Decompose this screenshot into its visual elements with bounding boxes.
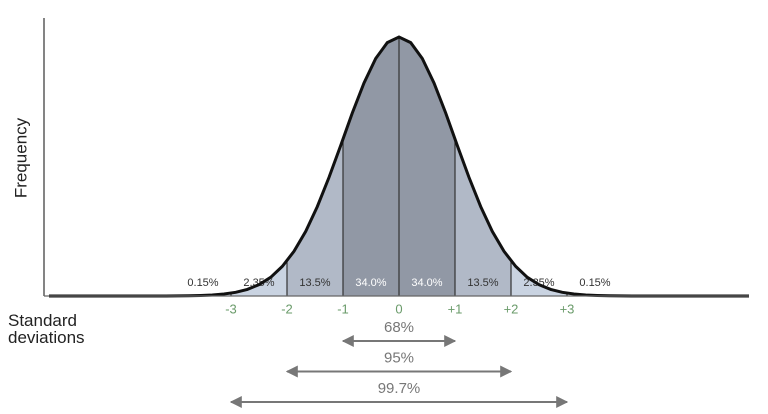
region bbox=[231, 260, 287, 296]
x-tick-label: -3 bbox=[225, 301, 237, 316]
x-tick-label: -2 bbox=[281, 301, 293, 316]
x-tick-label: +2 bbox=[504, 301, 519, 316]
range-label: 68% bbox=[384, 319, 414, 336]
region bbox=[343, 37, 399, 296]
x-tick-label: 0 bbox=[395, 301, 402, 316]
region-label: 13.5% bbox=[467, 277, 498, 289]
x-axis-label: Standard deviations bbox=[8, 311, 85, 347]
region-label: 34.0% bbox=[411, 277, 442, 289]
x-tick-label: +1 bbox=[448, 301, 463, 316]
region-label: 34.0% bbox=[355, 277, 386, 289]
y-axis-label: Frequency bbox=[11, 117, 30, 198]
x-tick-label: -1 bbox=[337, 301, 349, 316]
region bbox=[511, 260, 567, 296]
x-tick-label: +3 bbox=[560, 301, 575, 316]
region-label: 0.15% bbox=[187, 277, 218, 289]
range-label: 95% bbox=[384, 349, 414, 366]
region-label: 13.5% bbox=[299, 277, 330, 289]
region bbox=[399, 37, 455, 296]
range-label: 99.7% bbox=[378, 380, 421, 397]
region-label: 0.15% bbox=[579, 277, 610, 289]
